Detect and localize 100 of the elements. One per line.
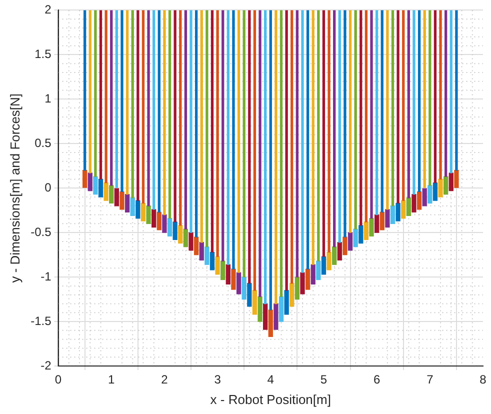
bar <box>190 10 192 233</box>
bar <box>412 10 416 195</box>
bar <box>158 10 160 212</box>
bar <box>416 191 422 210</box>
bar <box>82 170 88 188</box>
y-tick-label: 2 <box>44 2 52 17</box>
bar <box>444 176 448 195</box>
bar <box>232 10 235 270</box>
x-tick-label: 8 <box>480 372 487 387</box>
bar <box>305 268 310 290</box>
y-axis-title: y - Dimensions[m] and Forces[N] <box>7 93 22 283</box>
bar <box>210 10 214 252</box>
bar <box>263 303 268 330</box>
y-tick-label: -2 <box>40 358 52 372</box>
bar <box>428 10 432 186</box>
bar <box>406 198 412 216</box>
bar <box>418 10 421 192</box>
bar <box>104 182 108 201</box>
bar <box>184 10 188 230</box>
bar <box>390 206 396 224</box>
bar <box>348 232 353 251</box>
y-tick-label: -1.5 <box>30 314 52 328</box>
bar <box>183 228 188 248</box>
bar <box>296 10 299 278</box>
bar <box>226 10 230 265</box>
x-tick-label: 6 <box>373 372 380 387</box>
bar <box>83 10 86 171</box>
bar <box>375 10 378 216</box>
bar <box>264 10 267 304</box>
bar <box>120 10 124 192</box>
bar <box>258 10 262 297</box>
bar <box>162 214 167 233</box>
bar <box>258 296 262 322</box>
bar <box>300 272 305 294</box>
bar <box>152 10 156 210</box>
bar <box>278 296 284 322</box>
bar <box>269 10 272 310</box>
bar <box>370 10 373 219</box>
bar <box>364 222 369 240</box>
bar <box>391 10 394 206</box>
bar <box>338 10 341 243</box>
y-tick-label: -1 <box>40 269 52 284</box>
bar <box>88 172 92 192</box>
bar <box>252 290 258 315</box>
bar <box>194 10 198 238</box>
bar <box>220 260 226 280</box>
bar <box>215 256 220 275</box>
bar <box>294 276 300 300</box>
y-tick-label: 1.5 <box>34 46 52 61</box>
bar <box>168 10 172 219</box>
bar <box>386 10 389 210</box>
bar <box>274 10 278 304</box>
bar <box>188 232 194 251</box>
x-tick-label: 5 <box>320 372 328 387</box>
bar <box>422 188 427 206</box>
bar <box>454 170 459 188</box>
bar <box>136 10 140 201</box>
bar <box>428 185 432 204</box>
bar <box>174 10 176 222</box>
bar <box>206 10 208 248</box>
bar <box>380 10 384 212</box>
bar <box>280 10 283 297</box>
bar <box>109 185 114 204</box>
x-tick-label: 3 <box>214 372 222 387</box>
bar <box>156 212 162 230</box>
bar <box>306 10 310 270</box>
bar <box>401 200 406 219</box>
x-axis-title: x - Robot Position[m] <box>210 392 331 407</box>
bar <box>333 10 336 248</box>
bar <box>99 10 102 180</box>
bar <box>130 198 135 216</box>
bar <box>236 272 242 294</box>
bar <box>342 236 348 256</box>
bar <box>344 10 346 238</box>
bar <box>423 10 426 188</box>
bar <box>374 214 380 233</box>
bar <box>140 202 146 222</box>
bar <box>178 225 183 244</box>
bar <box>310 264 316 284</box>
bar <box>380 212 384 230</box>
bar <box>290 282 294 307</box>
y-tick-label: 0.5 <box>34 136 52 150</box>
bar <box>326 252 332 270</box>
bar <box>200 10 203 243</box>
bar <box>360 10 362 226</box>
x-tick-label: 1 <box>108 372 116 387</box>
bar <box>353 228 358 248</box>
bar <box>226 264 230 284</box>
bar <box>147 10 150 206</box>
y-tick-label: 0 <box>44 180 52 194</box>
bar <box>126 10 129 195</box>
bar <box>412 194 416 212</box>
bar <box>163 10 166 216</box>
bar <box>450 10 452 174</box>
bar <box>194 236 199 256</box>
bar <box>312 10 314 265</box>
bar <box>322 10 326 257</box>
bar <box>204 246 210 265</box>
bar <box>316 260 321 280</box>
bar <box>354 10 357 230</box>
